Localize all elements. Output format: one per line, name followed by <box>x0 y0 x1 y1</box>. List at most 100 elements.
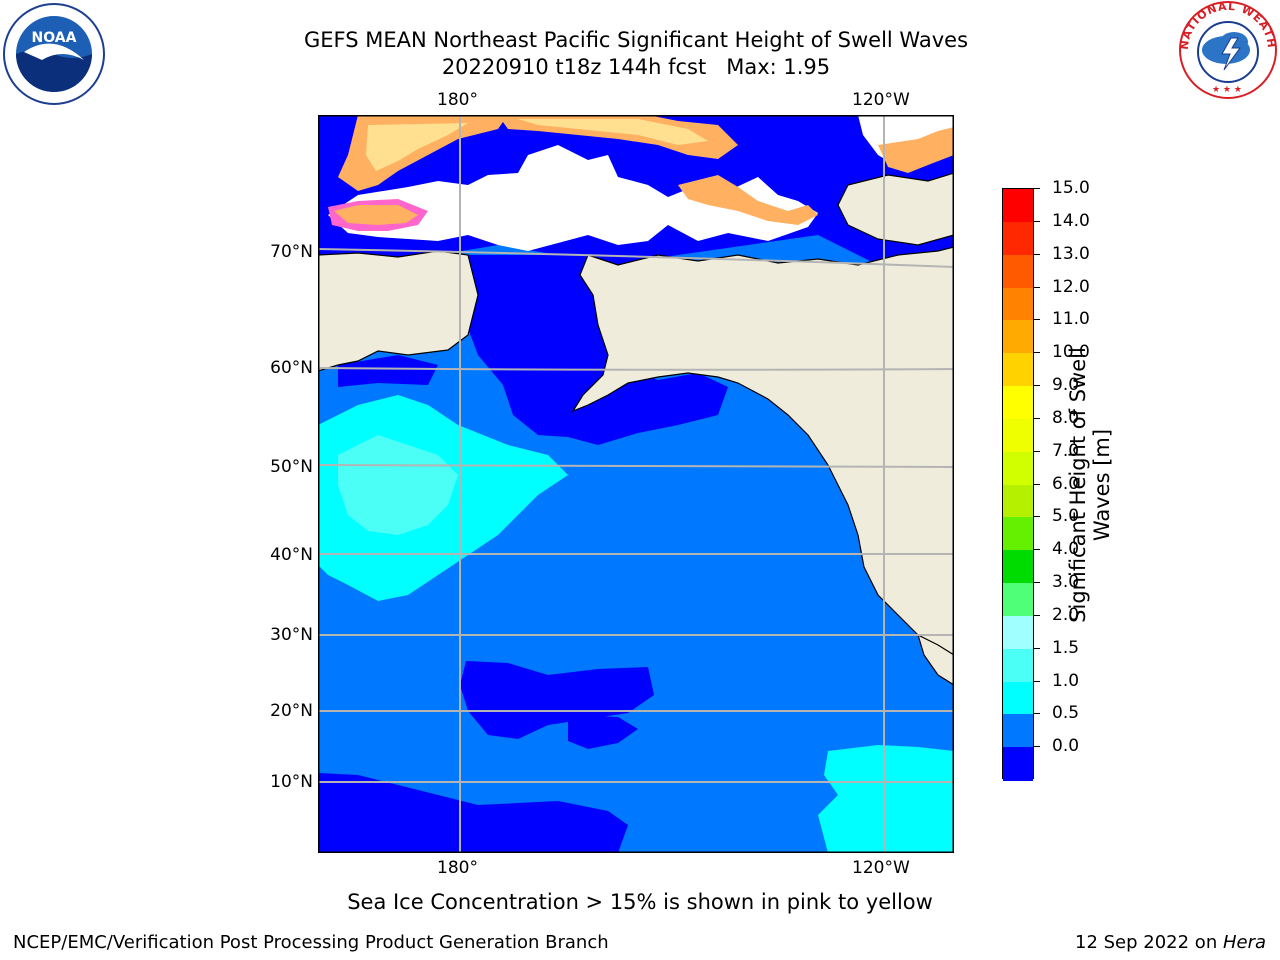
land-north-america <box>571 246 954 676</box>
colorbar-tick-label: 0.0 <box>1052 736 1080 757</box>
colorbar-segment <box>1003 287 1033 321</box>
colorbar-tick-mark <box>1034 319 1040 321</box>
equatorial-low-swell <box>318 773 628 853</box>
land-mexico <box>917 633 954 686</box>
colorbar-segment <box>1003 517 1033 551</box>
colorbar-tick-label: 4.0 <box>1052 539 1080 560</box>
colorbar-tick-label: 14.0 <box>1052 210 1090 231</box>
colorbar-tick-label: 5.0 <box>1052 506 1080 527</box>
bottom-lon-label-120w: 120°W <box>852 858 910 878</box>
svg-text:★ ★ ★: ★ ★ ★ <box>1212 85 1242 95</box>
colorbar-segment <box>1003 320 1033 354</box>
colorbar-segment <box>1003 221 1033 256</box>
footer-date-text: 12 Sep 2022 on <box>1075 932 1223 953</box>
chart-subtitle: 20220910 t18z 144h fcst Max: 1.95 <box>441 55 831 79</box>
colorbar-tick-label: 9.0 <box>1052 375 1080 395</box>
colorbar-tick-label: 2.0 <box>1052 604 1080 625</box>
map-graticule <box>318 115 954 853</box>
colorbar-tick-label: 1.0 <box>1052 670 1080 691</box>
colorbar-tick-mark <box>1034 450 1040 452</box>
sea-ice-caption: Sea Ice Concentration > 15% is shown in … <box>347 890 933 914</box>
top-lon-label-120w: 120°W <box>852 90 910 110</box>
colorbar-tick-mark <box>1034 713 1040 715</box>
ice-band-center-light <box>518 119 708 145</box>
ice-band-northeast <box>878 127 954 173</box>
footer-date: 12 Sep 2022 on Hera <box>1075 932 1266 954</box>
colorbar-tick-label: 1.5 <box>1052 637 1080 658</box>
colorbar-segment <box>1003 418 1033 453</box>
ice-band-west <box>334 205 418 225</box>
lat-label-70n: 70°N <box>270 242 313 262</box>
colorbar-segment <box>1003 648 1033 683</box>
colorbar-tick-mark <box>1034 549 1040 551</box>
bottom-lon-label-180: 180° <box>437 858 478 878</box>
colorbar-tick-mark <box>1034 647 1040 649</box>
subtropical-low-swell-b <box>568 715 638 749</box>
colorbar-segment <box>1003 714 1033 748</box>
colorbar-segment <box>1003 747 1033 781</box>
colorbar-label-line1: Significant Height of Swell <box>1066 347 1090 623</box>
lat-label-20n: 20°N <box>270 701 313 721</box>
colorbar-segment <box>1003 681 1033 715</box>
lat-label-60n: 60°N <box>270 358 313 378</box>
colorbar-segment <box>1003 484 1033 518</box>
colorbar-segment <box>1003 615 1033 650</box>
colorbar-tick-mark <box>1034 746 1040 748</box>
colorbar-tick-label: 8.0 <box>1052 407 1080 428</box>
subtropical-low-swell-a <box>460 661 654 739</box>
colorbar-label: Significant Height of Swell Waves [m] <box>1066 285 1114 685</box>
colorbar-segment <box>1003 386 1033 420</box>
swell-height-map <box>318 115 954 853</box>
colorbar-tick-mark <box>1034 352 1040 354</box>
ice-band-east <box>678 175 818 225</box>
colorbar-tick-label: 13.0 <box>1052 243 1090 264</box>
colorbar-segment <box>1003 254 1033 289</box>
colorbar-tick-mark <box>1034 614 1040 616</box>
lat-label-40n: 40°N <box>270 545 313 565</box>
footer-host: Hera <box>1222 932 1266 953</box>
colorbar-segment <box>1003 451 1033 486</box>
colorbar-segment <box>1003 583 1033 617</box>
bering-low-swell <box>463 255 728 445</box>
land-siberia <box>318 250 479 372</box>
colorbar-ticks: 15.0 14.0 13.0 12.0 11.0 10.0 9.0 8.0 7.0 6.0 5.0 4… <box>1034 178 1114 779</box>
colorbar <box>1002 188 1034 781</box>
chart-title: GEFS MEAN Northeast Pacific Significant … <box>303 28 969 52</box>
colorbar-segment <box>1003 550 1033 584</box>
top-lon-label-180: 180° <box>437 90 478 110</box>
lat-label-30n: 30°N <box>270 625 313 645</box>
colorbar-tick-mark <box>1034 516 1040 518</box>
colorbar-tick-mark <box>1034 417 1040 419</box>
colorbar-label-line2: Waves [m] <box>1090 428 1114 542</box>
colorbar-tick-label: 7.0 <box>1052 440 1080 461</box>
siberia-coast-low-swell <box>338 355 438 387</box>
colorbar-tick-mark <box>1034 483 1040 485</box>
colorbar-tick-label: 3.0 <box>1052 572 1080 592</box>
colorbar-tick-mark <box>1034 253 1040 255</box>
west-pacific-aqua <box>338 435 458 535</box>
colorbar-tick-label: 11.0 <box>1052 309 1090 330</box>
colorbar-segment <box>1003 353 1033 387</box>
lat-label-10n: 10°N <box>270 772 313 792</box>
tropical-east-cyan <box>818 745 954 853</box>
arctic-ice-white <box>328 145 818 251</box>
colorbar-tick-mark <box>1034 188 1040 189</box>
footer-credit: NCEP/EMC/Verification Post Processing Pr… <box>13 932 609 953</box>
colorbar-tick-label: 12.0 <box>1052 276 1090 297</box>
colorbar-tick-label: 6.0 <box>1052 473 1080 494</box>
colorbar-tick-label: 10.0 <box>1052 342 1090 363</box>
noaa-logo-text: NOAA <box>32 30 77 46</box>
colorbar-tick-mark <box>1034 680 1040 682</box>
colorbar-tick-mark <box>1034 385 1040 386</box>
nws-logo-icon: NATIONAL WEATHER SERVICE ★ ★ ★ <box>1176 0 1277 99</box>
noaa-logo-icon: NOAA <box>3 3 105 105</box>
colorbar-tick-label: 15.0 <box>1052 178 1090 198</box>
colorbar-tick-label: 0.5 <box>1052 703 1080 724</box>
land-arctic-islands <box>837 172 954 246</box>
ice-band-north-light <box>366 123 468 171</box>
colorbar-tick-mark <box>1034 286 1040 288</box>
colorbar-tick-mark <box>1034 582 1040 583</box>
colorbar-tick-mark <box>1034 220 1040 222</box>
lat-label-50n: 50°N <box>270 457 313 477</box>
colorbar-segment <box>1003 189 1033 223</box>
